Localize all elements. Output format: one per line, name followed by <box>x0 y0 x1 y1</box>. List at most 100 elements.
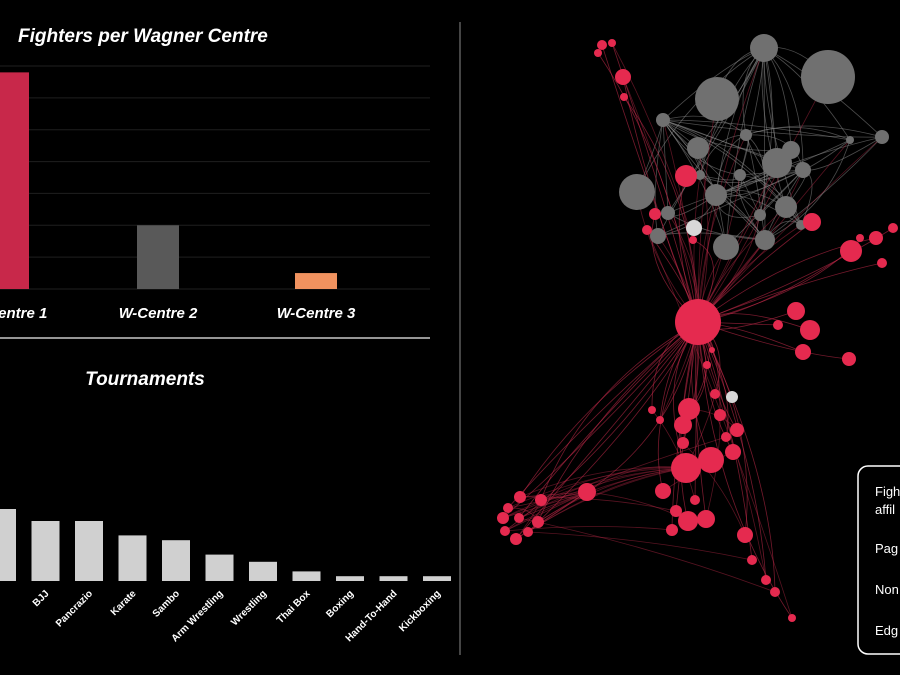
network-edge <box>697 321 776 593</box>
chart2-category-label: Thai Box <box>275 588 313 626</box>
fighter-node <box>747 555 757 565</box>
fighter-node <box>648 406 656 414</box>
page-node <box>782 141 800 159</box>
fighter-node <box>795 344 811 360</box>
fighter-node <box>655 483 671 499</box>
page-node <box>754 209 766 221</box>
fighter-node <box>642 225 652 235</box>
fighter-node <box>773 320 783 330</box>
chart2-title: Tournaments <box>85 369 205 390</box>
network-edge <box>540 467 687 501</box>
fighter-node <box>674 416 692 434</box>
fighter-node <box>697 510 715 528</box>
page-node <box>801 50 855 104</box>
network-edge <box>502 467 687 519</box>
chart2-bar <box>423 576 451 581</box>
chart2-category-label: Pancrazio <box>54 588 95 629</box>
fighter-node <box>615 69 631 85</box>
fighter-node <box>532 516 544 528</box>
network-edge <box>518 467 687 519</box>
fighter-node <box>597 40 607 50</box>
chart1-bar <box>137 225 179 289</box>
network-edge <box>662 119 787 208</box>
page-node <box>713 234 739 260</box>
network-edge <box>697 250 852 323</box>
chart2-bar <box>292 571 321 581</box>
chart2-bar <box>379 576 408 581</box>
fighter-node <box>710 389 720 399</box>
fighter-node <box>721 432 731 442</box>
page-node <box>750 34 778 62</box>
chart1-bars <box>0 72 337 289</box>
network-edge <box>504 321 699 532</box>
network-edge <box>518 517 776 593</box>
network-edge <box>764 139 851 241</box>
network-edge <box>739 174 802 226</box>
fighter-node <box>709 347 715 353</box>
network-edge <box>667 47 765 214</box>
fighter-node <box>698 447 724 473</box>
chart2-category-label: Wrestling <box>229 588 269 628</box>
chart2-bar <box>31 521 60 581</box>
network-edge <box>657 169 804 237</box>
network-edge <box>697 321 767 581</box>
fighter-node <box>690 495 700 505</box>
chart2-bar <box>118 535 147 581</box>
network-edge <box>697 136 883 323</box>
fighter-node <box>497 512 509 524</box>
fighter-node <box>514 491 526 503</box>
fighter-node <box>649 208 661 220</box>
fighter-node <box>656 416 664 424</box>
fighter-node <box>514 513 524 523</box>
network-edge <box>662 119 851 141</box>
page-node <box>619 174 655 210</box>
page-node <box>740 129 752 141</box>
network-edge <box>515 321 699 540</box>
network-edge <box>519 321 699 498</box>
network-edge <box>697 139 851 323</box>
network-edge <box>715 136 883 196</box>
fighter-node <box>788 614 796 622</box>
chart2-bar <box>205 554 234 581</box>
legend-item-affiliation: affil <box>875 502 895 517</box>
legend-item-edge: Edg <box>875 623 898 638</box>
network-edge <box>662 119 699 323</box>
fighter-node <box>787 302 805 320</box>
network-edge <box>667 169 804 214</box>
chart1-category-label: W-Centre 3 <box>277 305 356 322</box>
fighter-node <box>594 49 602 57</box>
fighter-node <box>578 483 596 501</box>
fighter-node <box>689 236 697 244</box>
chart2-bars <box>0 509 451 581</box>
network-edge <box>682 442 746 536</box>
chart1-gridlines <box>0 65 430 290</box>
network-edge <box>697 321 793 619</box>
network-edge <box>654 119 664 237</box>
fighter-node <box>877 258 887 268</box>
legend-box <box>857 465 900 655</box>
fighter-node <box>703 361 711 369</box>
page-node <box>695 77 739 121</box>
page-node <box>755 230 775 250</box>
network-edge <box>586 491 689 522</box>
network-edge <box>697 98 718 323</box>
fighter-node <box>671 453 701 483</box>
chart2-category-label: BJJ <box>31 588 52 609</box>
network-edge <box>611 42 694 241</box>
page-node <box>875 130 889 144</box>
network-edge <box>527 531 753 561</box>
chart2-bar <box>162 540 190 581</box>
page-node <box>775 196 797 218</box>
network-edge <box>764 136 883 241</box>
fighter-node <box>842 352 856 366</box>
chart2-bar <box>249 561 277 581</box>
legend-item-none: Non <box>875 582 899 597</box>
legend-item-fighter: Figh <box>875 484 900 499</box>
fighters-per-centre-chart: Fighters per Wagner Centre W-Centre 1W-C… <box>0 26 430 322</box>
chart2-category-label: Kickboxing <box>397 588 443 634</box>
page-node <box>687 137 709 159</box>
fighter-node <box>737 527 753 543</box>
chart1-category-label: W-Centre 2 <box>119 305 198 322</box>
